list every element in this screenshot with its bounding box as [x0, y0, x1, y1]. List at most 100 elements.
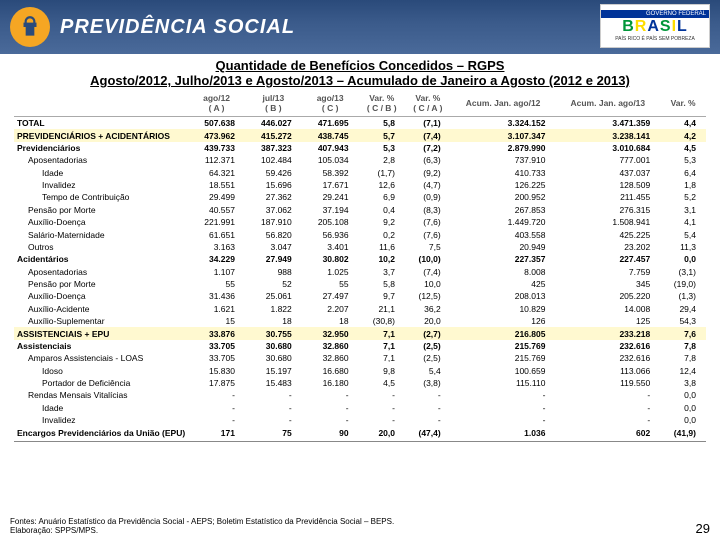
footer: Fontes: Anuário Estatístico da Previdênc…	[10, 517, 710, 536]
title-line2: Agosto/2012, Julho/2013 e Agosto/2013 – …	[10, 73, 710, 88]
cell: 3.238.141	[555, 129, 660, 141]
cell: 737.910	[451, 154, 556, 166]
cell: 227.357	[451, 253, 556, 265]
cell: -	[555, 389, 660, 401]
cell: 446.027	[245, 117, 302, 130]
cell: 17.875	[188, 377, 245, 389]
cell: -	[359, 402, 405, 414]
cell: 1.025	[302, 266, 359, 278]
cell: -	[359, 414, 405, 426]
cell: 187.910	[245, 216, 302, 228]
cell: (9,2)	[405, 167, 451, 179]
table-row: Aposentadorias1.1079881.0253,7(7,4)8.008…	[14, 266, 706, 278]
cell: (3,1)	[660, 266, 706, 278]
cell: 125	[555, 315, 660, 327]
cell: 33.705	[188, 352, 245, 364]
cell: 7,1	[359, 327, 405, 339]
row-label: Invalidez	[14, 179, 188, 191]
col-header: jul/13( B )	[245, 90, 302, 117]
cell: 215.769	[451, 352, 556, 364]
cell: 16.180	[302, 377, 359, 389]
cell: 205.220	[555, 290, 660, 302]
col-header: Var. %( C / A )	[405, 90, 451, 117]
cell: 105.034	[302, 154, 359, 166]
cell: 27.949	[245, 253, 302, 265]
cell: 0,4	[359, 204, 405, 216]
col-header: Acum. Jan. ago/13	[555, 90, 660, 117]
cell: 36,2	[405, 303, 451, 315]
data-table: ago/12( A )jul/13( B )ago/13( C )Var. %(…	[14, 90, 706, 439]
cell: (7,4)	[405, 266, 451, 278]
row-label: Idoso	[14, 365, 188, 377]
row-label: Auxílio-Acidente	[14, 303, 188, 315]
cell: 56.936	[302, 228, 359, 240]
cell: 232.616	[555, 340, 660, 352]
cell: 23.202	[555, 241, 660, 253]
cell: 345	[555, 278, 660, 290]
cell: -	[451, 414, 556, 426]
cell: 25.061	[245, 290, 302, 302]
cell: (7,6)	[405, 216, 451, 228]
cell: 15.830	[188, 365, 245, 377]
row-label: Assistenciais	[14, 340, 188, 352]
cell: 5,8	[359, 278, 405, 290]
cell: 3.010.684	[555, 142, 660, 154]
cell: 52	[245, 278, 302, 290]
cell: 56.820	[245, 228, 302, 240]
row-label: TOTAL	[14, 117, 188, 130]
cell: 4,1	[660, 216, 706, 228]
cell: 3,1	[660, 204, 706, 216]
cell: 5,8	[359, 117, 405, 130]
table-row: Invalidez-------0,0	[14, 414, 706, 426]
cell: 33.876	[188, 327, 245, 339]
cell: 16.680	[302, 365, 359, 377]
cell: 126	[451, 315, 556, 327]
cell: 507.638	[188, 117, 245, 130]
cell: 1.036	[451, 426, 556, 438]
cell: (7,1)	[405, 117, 451, 130]
cell: 3.324.152	[451, 117, 556, 130]
bottom-rule	[14, 441, 706, 442]
col-header: Var. %	[660, 90, 706, 117]
cell: 5,3	[359, 142, 405, 154]
cell: -	[302, 389, 359, 401]
cell: 437.037	[555, 167, 660, 179]
cell: 0,2	[359, 228, 405, 240]
cell: 15.483	[245, 377, 302, 389]
cell: 112.371	[188, 154, 245, 166]
cell: 9,8	[359, 365, 405, 377]
cell: 37.194	[302, 204, 359, 216]
cell: 30.802	[302, 253, 359, 265]
cell: 12,4	[660, 365, 706, 377]
cell: 90	[302, 426, 359, 438]
cell: 1.449.720	[451, 216, 556, 228]
cell: (30,8)	[359, 315, 405, 327]
cell: 5,3	[660, 154, 706, 166]
cell: -	[451, 402, 556, 414]
logo-icon	[10, 7, 50, 47]
row-label: Acidentários	[14, 253, 188, 265]
table-row: Encargos Previdenciários da União (EPU)1…	[14, 426, 706, 438]
table-row: Pensão por Morte40.55737.06237.1940,4(8,…	[14, 204, 706, 216]
brasil-text: BRASIL	[622, 18, 688, 36]
cell: (8,3)	[405, 204, 451, 216]
cell: 126.225	[451, 179, 556, 191]
cell: -	[359, 389, 405, 401]
cell: (6,3)	[405, 154, 451, 166]
cell: 64.321	[188, 167, 245, 179]
cell: 58.392	[302, 167, 359, 179]
cell: -	[188, 389, 245, 401]
source-line2: Elaboração: SPPS/MPS.	[10, 526, 394, 536]
table-row: Portador de Deficiência17.87515.48316.18…	[14, 377, 706, 389]
cell: 18	[245, 315, 302, 327]
cell: -	[245, 414, 302, 426]
cell: 602	[555, 426, 660, 438]
cell: (3,8)	[405, 377, 451, 389]
table-row: Idade64.32159.42658.392(1,7)(9,2)410.733…	[14, 167, 706, 179]
cell: -	[555, 402, 660, 414]
row-label: Amparos Assistenciais - LOAS	[14, 352, 188, 364]
col-header: Var. %( C / B )	[359, 90, 405, 117]
cell: 15	[188, 315, 245, 327]
row-label: Portador de Deficiência	[14, 377, 188, 389]
cell: 37.062	[245, 204, 302, 216]
